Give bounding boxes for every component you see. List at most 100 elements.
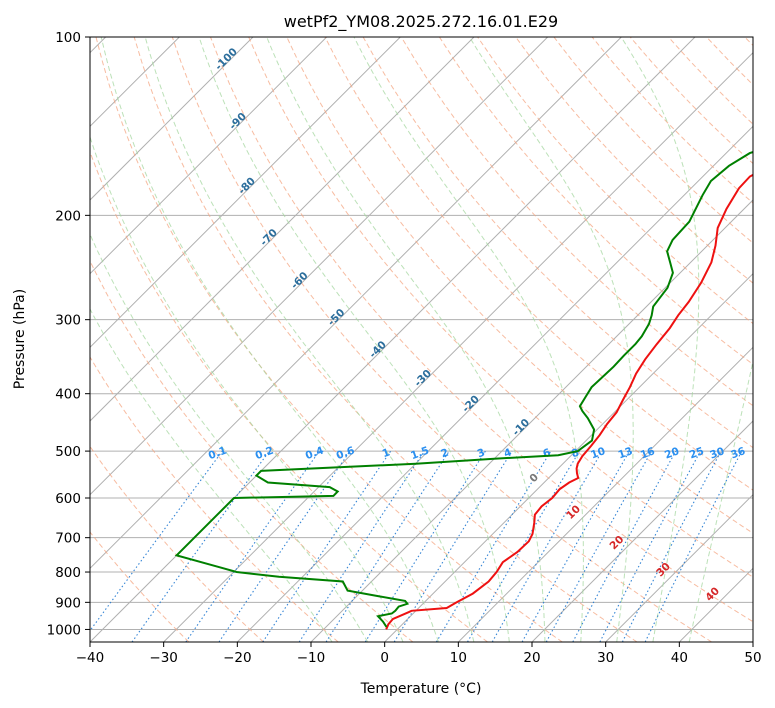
isotherm-line (752, 641, 753, 642)
x-tick-label: 0 (380, 650, 389, 666)
dry-adiabat-line (90, 445, 264, 642)
dry-adiabat-line (744, 37, 753, 47)
moist-adiabat-label: 30 (654, 560, 673, 579)
moist-adiabat-line (90, 135, 404, 642)
isotherm-line (236, 125, 753, 642)
mixing-ratio-label: 4 (502, 446, 513, 460)
y-tick-label: 800 (55, 565, 81, 581)
dry-adiabat-line (515, 37, 753, 284)
isotherm-line (384, 272, 753, 642)
x-tick-label: −40 (76, 650, 105, 666)
mixing-ratio-label: 16 (639, 445, 657, 461)
chart-title: wetPf2_YM08.2025.272.16.01.E29 (284, 12, 558, 32)
mixing-ratio-label: 3 (476, 447, 487, 461)
dry-adiabat-line (171, 37, 712, 642)
x-tick-label: 50 (744, 650, 761, 666)
y-tick-label: 600 (55, 491, 81, 507)
mixing-ratio-label: 1 (381, 446, 392, 460)
plot-frame (89, 36, 754, 643)
y-tick-label: 1000 (47, 622, 81, 638)
dewpoint-profile-line (174, 150, 753, 628)
dry-adiabat-line (90, 259, 414, 642)
x-tick-label: −30 (149, 650, 178, 666)
x-tick-label: −20 (223, 650, 252, 666)
dry-adiabat-label: -90 (227, 111, 249, 133)
isotherm-line (457, 346, 753, 642)
moist-adiabat-line (620, 37, 700, 642)
mixing-ratio-label: 0.1 (207, 445, 229, 463)
isotherm-line (90, 37, 622, 570)
moist-adiabat-label: 0 (527, 471, 541, 485)
isotherm-line (90, 37, 549, 496)
mixing-ratio-line (572, 450, 677, 642)
mixing-ratio-line (131, 450, 270, 642)
dry-adiabat-label: -10 (510, 417, 532, 439)
dry-adiabat-line (210, 37, 753, 623)
moist-adiabat-line (469, 37, 634, 642)
x-tick-label: 40 (671, 650, 688, 666)
dry-adiabat-label: -100 (213, 46, 240, 73)
temperature-profile-line (385, 173, 753, 630)
dry-adiabat-line (400, 37, 753, 407)
y-tick-label: 700 (55, 531, 81, 547)
mixing-ratio-label: 0.2 (254, 445, 276, 463)
mixing-ratio-line (298, 450, 425, 642)
mixing-ratio-line (90, 450, 223, 632)
y-tick-label: 200 (55, 208, 81, 224)
mixing-ratio-label: 36 (729, 445, 747, 461)
isotherm-line (678, 567, 753, 642)
mixing-ratio-label: 20 (663, 445, 681, 461)
y-tick-label: 900 (55, 595, 81, 611)
dry-adiabat-label: -80 (236, 175, 258, 197)
isotherm-line (90, 37, 475, 422)
dry-adiabat-line (668, 37, 753, 125)
mixing-ratio-label: 8 (570, 447, 581, 461)
dry-adiabat-label: -20 (460, 393, 482, 415)
moist-adiabat-line (90, 232, 369, 642)
x-tick-label: 20 (523, 650, 540, 666)
dry-adiabat-line (90, 150, 488, 642)
dry-adiabat-line (438, 37, 753, 366)
x-tick-label: 30 (597, 650, 614, 666)
dry-adiabat-label: -30 (412, 367, 434, 389)
dry-adiabat-label: -60 (289, 270, 311, 292)
mixing-ratio-line (262, 450, 392, 642)
dry-adiabat-line (477, 37, 753, 325)
mixing-ratio-label: 25 (688, 445, 706, 461)
dry-adiabat-line (706, 37, 753, 86)
mixing-ratio-line (185, 450, 320, 642)
moist-adiabat-line (688, 358, 753, 642)
mixing-ratio-line (644, 450, 743, 642)
profile-lines (174, 150, 753, 630)
mixing-ratio-label: 6 (541, 447, 552, 461)
moist-adiabat-line (353, 37, 584, 642)
mixing-ratio-label: 0.6 (335, 445, 357, 463)
y-tick-label: 100 (55, 30, 81, 46)
moist-adiabat-line (198, 37, 510, 642)
mixing-ratio-line (325, 450, 450, 642)
dry-adiabat-line (133, 37, 638, 642)
moist-adiabat-line (90, 308, 333, 642)
line-labels: 0.1 0.2 0.4 0.6 1 1.5 2 3 4 6 8 10 13 16 20 25 30 36-100-… (207, 46, 747, 604)
dry-adiabat-line (553, 37, 753, 244)
y-tick-label: 300 (55, 313, 81, 329)
mixing-ratio-line (521, 450, 630, 642)
moist-adiabat-label: 10 (564, 503, 583, 522)
mixing-ratio-line (621, 450, 722, 642)
x-tick-label: 10 (450, 650, 467, 666)
isotherm-line (163, 51, 753, 642)
moist-adiabat-label: 20 (608, 533, 627, 552)
mixing-ratio-label: 1.5 (409, 445, 431, 463)
dry-adiabat-line (95, 37, 563, 642)
background-lines (90, 37, 753, 642)
mixing-ratio-label: 13 (617, 445, 635, 461)
isotherm-line (605, 493, 753, 642)
dry-adiabat-line (591, 37, 753, 204)
isotherm-line (90, 37, 328, 275)
isotherm-line (90, 37, 254, 201)
dry-adiabat-line (90, 531, 190, 642)
mixing-ratio-line (218, 450, 351, 642)
y-axis-label: Pressure (hPa) (12, 289, 28, 389)
dry-adiabat-line (90, 356, 339, 642)
